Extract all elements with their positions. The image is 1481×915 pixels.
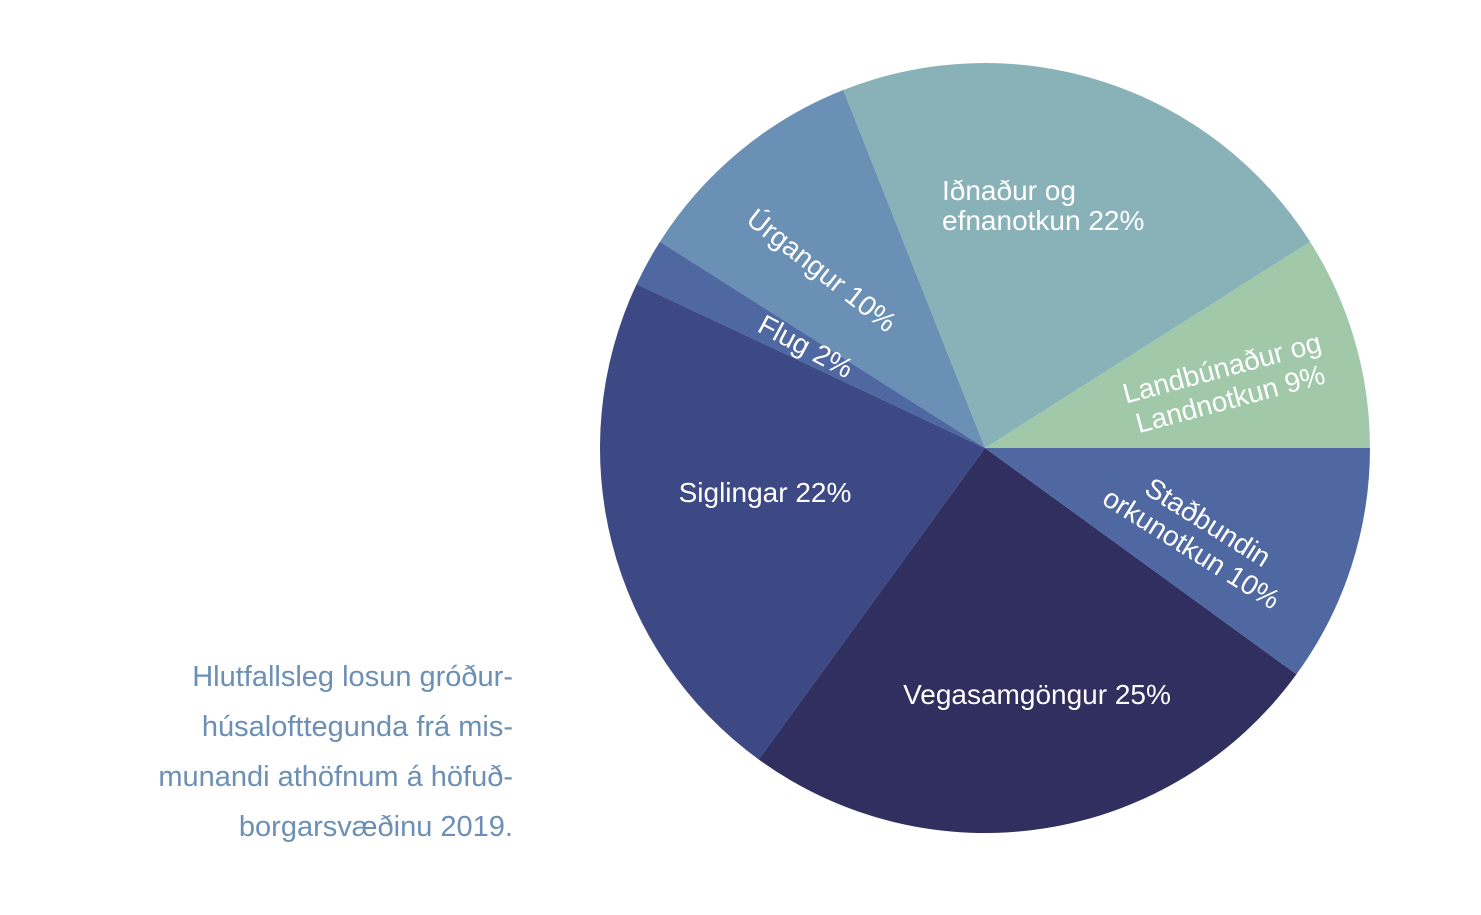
pie-slice-5: [599, 284, 985, 760]
pie-slice-label-6: Vegasamgöngur 25%: [903, 679, 1171, 710]
pie-slice-1: [985, 241, 1370, 448]
pie-slice-label-5: Siglingar 22%: [679, 477, 852, 508]
pie-slice-label-2: Iðnaður og efnanotkun 22%: [942, 175, 1144, 236]
chart-caption: Hlutfallsleg losun gróður- húsalofttegun…: [100, 652, 513, 852]
pie-slice-3: [659, 90, 985, 448]
caption-line-3: munandi athöfnum á höfuð-: [158, 761, 513, 793]
pie-slice-2: [843, 63, 1311, 449]
pie-slice-4: [636, 241, 985, 448]
pie-slice-7: [985, 448, 1370, 675]
caption-line-2: húsalofttegunda frá mis-: [201, 711, 513, 743]
caption-line-1: Hlutfallsleg losun gróður-: [192, 661, 513, 693]
pie-slice-6: [758, 448, 1297, 834]
caption-line-4: borgarsvæðinu 2019.: [238, 811, 513, 843]
pie-slices: [599, 63, 1370, 834]
